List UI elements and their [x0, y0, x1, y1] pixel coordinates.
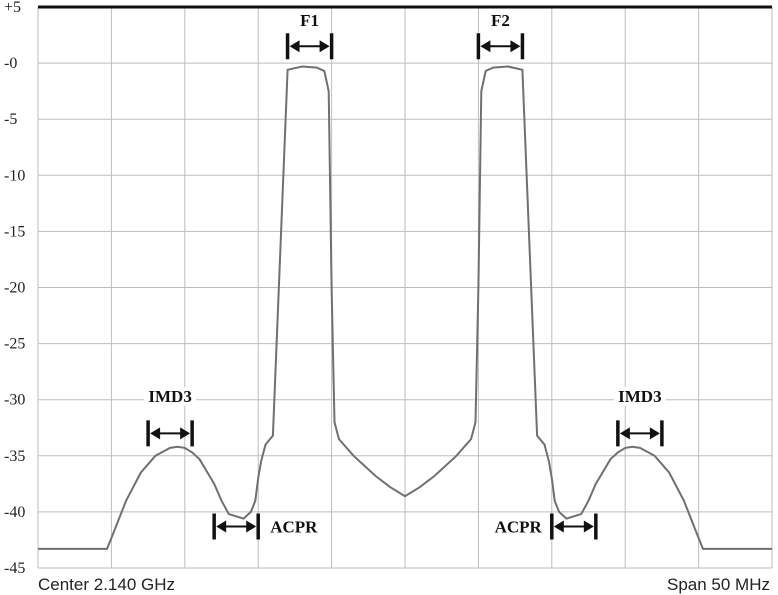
footer-center-label: Center 2.140 GHz: [38, 575, 175, 594]
marker-f1: F1: [285, 11, 334, 60]
y-tick-label: -45: [4, 560, 25, 577]
y-tick-label: +5: [4, 0, 21, 16]
marker-f2: F2: [476, 11, 525, 60]
y-tick-label: -5: [4, 111, 17, 128]
marker-label: F2: [491, 11, 510, 30]
marker-label: ACPR: [495, 517, 543, 536]
y-tick-label: -25: [4, 336, 25, 353]
y-tick-label: -15: [4, 223, 25, 240]
marker-imd3: IMD3: [144, 386, 197, 447]
y-tick-label: -0: [4, 55, 17, 72]
annotation-layer: F1 F2 IMD3 IMD3 ACPR ACPR: [144, 11, 666, 540]
marker-acpr: ACPR: [492, 513, 598, 540]
marker-acpr: ACPR: [212, 513, 320, 540]
marker-imd3: IMD3: [613, 386, 666, 447]
marker-label: F1: [300, 11, 319, 30]
footer-span-label: Span 50 MHz: [667, 575, 770, 594]
y-tick-label: -40: [4, 504, 25, 521]
y-tick-label: -35: [4, 448, 25, 465]
marker-label: ACPR: [270, 517, 318, 536]
marker-label: IMD3: [148, 387, 191, 406]
spectrum-trace: [38, 65, 772, 550]
trace-layer: [38, 65, 772, 550]
marker-label: IMD3: [618, 387, 661, 406]
y-tick-label: -10: [4, 167, 25, 184]
y-tick-labels: +5 -0 -5 -10 -15 -20 -25 -30 -35 -40 -45: [4, 0, 25, 577]
y-tick-label: -30: [4, 392, 25, 409]
grid: [37, 5, 773, 569]
y-tick-label: -20: [4, 280, 25, 297]
